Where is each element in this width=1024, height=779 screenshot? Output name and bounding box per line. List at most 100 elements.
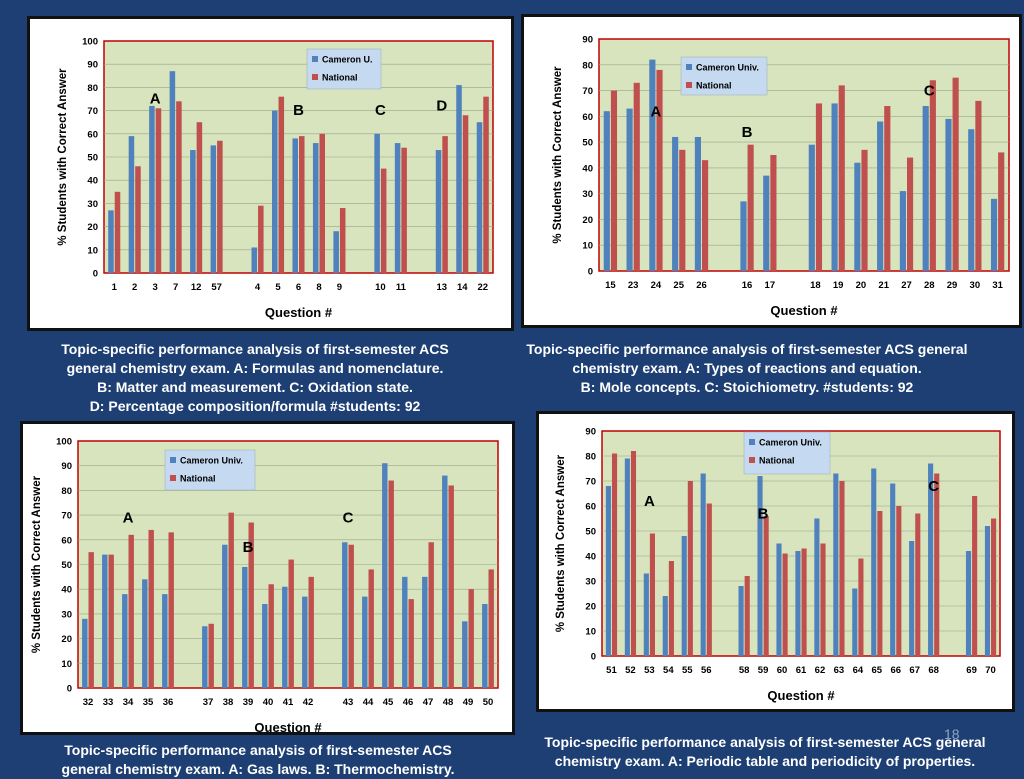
x-tick-label: 14 (457, 282, 468, 293)
bar-series-b-q64 (858, 558, 864, 656)
bar-series-b-q9 (339, 208, 346, 273)
bar-series-a-q14 (456, 85, 462, 273)
caption-2-line-3: B: Mole concepts. C: Stoichiometry. #stu… (580, 379, 914, 395)
bar-series-a-q51 (605, 486, 611, 656)
legend-swatch-b (749, 457, 755, 463)
x-tick-label: 25 (673, 280, 684, 291)
x-tick-label: 57 (211, 282, 222, 293)
bar-series-b-q69 (972, 496, 978, 656)
x-tick-label: 21 (878, 280, 889, 291)
y-tick-label: 0 (591, 652, 596, 663)
y-tick-label: 60 (585, 502, 596, 513)
annotation-b: B (758, 506, 769, 523)
bar-series-a-q55 (681, 536, 687, 656)
bar-series-a-q10 (374, 133, 380, 273)
bar-series-a-q31 (990, 198, 998, 271)
x-tick-label: 1 (112, 282, 118, 293)
annotation-a: A (651, 103, 662, 120)
bar-series-a-q4 (251, 247, 258, 273)
bar-series-a-q66 (890, 483, 896, 656)
bar-series-a-q40 (262, 604, 268, 688)
bar-series-a-q43 (342, 542, 348, 688)
bar-series-b-q20 (861, 149, 868, 271)
legend-box (164, 449, 256, 491)
bar-series-a-q15 (603, 111, 610, 271)
bar-series-a-q20 (854, 162, 861, 271)
bar-series-a-q23 (626, 108, 633, 271)
x-tick-label: 35 (143, 697, 154, 708)
bar-series-a-q59 (757, 476, 763, 656)
x-tick-label: 10 (375, 282, 386, 293)
x-tick-label: 69 (966, 665, 977, 676)
bar-series-a-q42 (302, 596, 308, 688)
x-tick-label: 48 (443, 697, 454, 708)
x-tick-label: 33 (103, 697, 114, 708)
bar-series-b-q29 (952, 77, 959, 271)
y-tick-label: 0 (67, 684, 72, 695)
caption-1-line-1: Topic-specific performance analysis of f… (61, 341, 449, 357)
caption-2-line-2: chemistry exam. A: Types of reactions an… (572, 360, 922, 376)
bar-series-b-q41 (288, 559, 294, 688)
x-tick-label: 63 (834, 665, 845, 676)
caption-1-line-3: B: Matter and measurement. C: Oxidation … (97, 379, 413, 395)
y-axis-title: % Students with Correct Answer (555, 454, 567, 632)
bar-series-a-q67 (909, 541, 915, 656)
x-tick-label: 54 (663, 665, 674, 676)
bar-series-a-q19 (831, 103, 838, 271)
x-tick-label: 6 (296, 282, 301, 293)
x-tick-label: 3 (153, 282, 158, 293)
bar-series-a-q3 (149, 105, 155, 274)
x-tick-label: 52 (625, 665, 636, 676)
bar-series-b-q45 (388, 480, 394, 688)
y-tick-label: 90 (87, 60, 98, 71)
bar-series-a-q46 (402, 576, 408, 688)
bar-series-a-q65 (871, 468, 877, 656)
y-tick-label: 60 (87, 129, 98, 140)
x-tick-label: 31 (992, 280, 1003, 291)
caption-2-line-1: Topic-specific performance analysis of f… (526, 341, 968, 357)
bar-series-b-q43 (348, 544, 354, 688)
legend-box (680, 56, 768, 96)
x-tick-label: 60 (777, 665, 788, 676)
bar-series-a-q61 (795, 551, 801, 656)
annotation-c: C (924, 83, 935, 100)
x-tick-label: 40 (263, 697, 274, 708)
bar-series-b-q11 (401, 147, 407, 273)
y-tick-label: 20 (87, 222, 98, 233)
x-tick-label: 49 (463, 697, 474, 708)
x-tick-label: 51 (606, 665, 617, 676)
bar-series-b-q66 (896, 506, 902, 656)
x-axis-title: Question # (265, 305, 333, 320)
bar-series-b-q14 (462, 115, 469, 274)
bar-series-a-q34 (122, 594, 128, 688)
x-tick-label: 36 (163, 697, 174, 708)
chart-2-svg: 0 10 20 30 40 50 60 70 80 90 15 23 24 25 26 16 17 18 19 20 2… (552, 35, 1010, 318)
x-tick-label: 50 (483, 697, 494, 708)
bar-series-a-q1 (108, 210, 114, 273)
x-tick-label: 34 (123, 697, 134, 708)
bar-series-b-q50 (488, 569, 494, 688)
bar-series-a-q29 (945, 118, 952, 272)
bar-series-b-q32 (88, 552, 94, 688)
x-tick-label: 46 (403, 697, 414, 708)
bar-series-a-q56 (700, 473, 706, 656)
chart-panel-4: 0 10 20 30 40 50 60 70 80 90 51 52 53 54 55 56 58 59 60 61 6… (536, 411, 1015, 712)
x-tick-label: 68 (928, 665, 939, 676)
bar-series-a-q12 (190, 150, 196, 273)
bar-series-a-q60 (776, 543, 782, 656)
bar-series-a-q26 (694, 136, 701, 271)
bar-series-b-q6 (299, 136, 305, 273)
x-tick-label: 64 (853, 665, 864, 676)
x-tick-label: 15 (605, 280, 616, 291)
bar-series-a-q21 (877, 121, 884, 271)
bar-series-b-q68 (934, 473, 940, 656)
x-axis-title: Question # (770, 303, 838, 318)
bar-series-a-q50 (482, 604, 488, 688)
bar-series-b-q8 (319, 133, 326, 273)
bar-series-b-q10 (380, 168, 387, 273)
x-tick-label: 39 (243, 697, 254, 708)
y-tick-label: 70 (582, 86, 593, 97)
bar-series-a-q48 (442, 475, 448, 688)
bar-series-b-q44 (368, 569, 374, 688)
